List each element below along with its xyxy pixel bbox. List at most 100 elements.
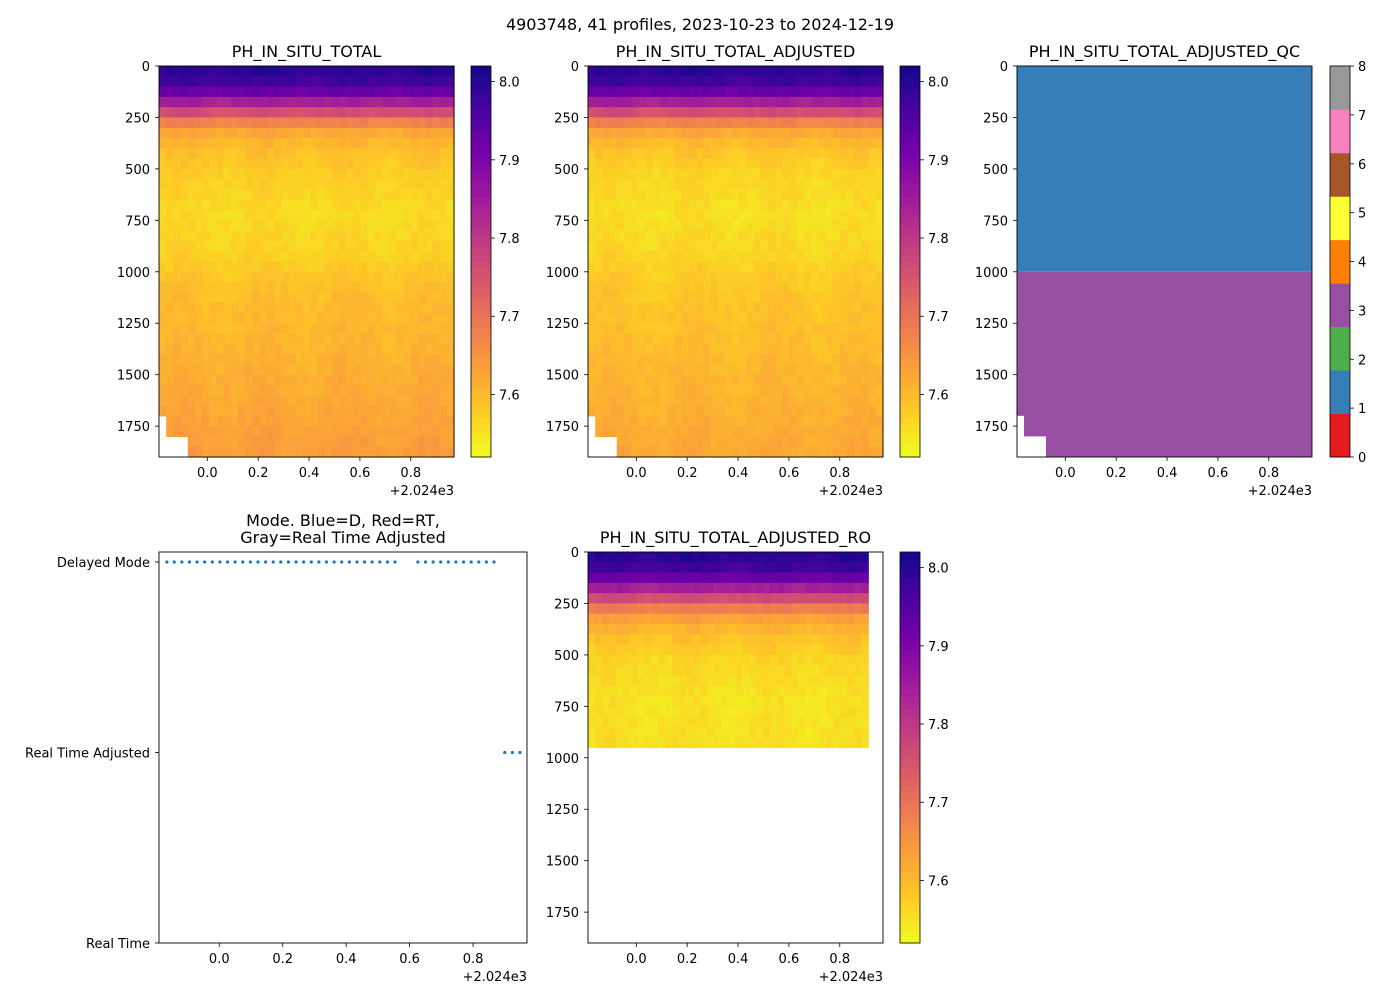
- heatmap-cell: [602, 716, 610, 728]
- heatmap-cell: [588, 66, 596, 77]
- heatmap-cell: [266, 148, 275, 160]
- heatmap-cell: [389, 292, 398, 304]
- heatmap-cell: [230, 86, 239, 98]
- heatmap-cell: [760, 261, 769, 273]
- heatmap-cell: [731, 230, 740, 242]
- heatmap-cell: [288, 148, 297, 160]
- heatmap-cell: [707, 634, 715, 646]
- heatmap-cell: [403, 138, 412, 149]
- y-tick-label: 750: [983, 214, 1008, 229]
- heatmap-cell: [180, 127, 189, 139]
- heatmap-cell: [645, 148, 654, 160]
- heatmap-cell: [739, 282, 747, 293]
- heatmap-cell: [281, 446, 290, 458]
- heatmap-cell: [789, 230, 798, 242]
- heatmap-cell: [812, 654, 820, 666]
- heatmap-cell: [760, 364, 769, 376]
- heatmap-cell: [638, 158, 647, 170]
- heatmap-cell: [360, 148, 369, 160]
- heatmap-cell: [230, 354, 239, 365]
- heatmap-cell: [833, 603, 841, 615]
- heatmap-cell: [281, 158, 290, 170]
- heatmap-cell: [803, 343, 812, 355]
- heatmap-cell: [756, 634, 764, 646]
- heatmap-cell: [209, 323, 218, 335]
- heatmap-cell: [410, 292, 419, 304]
- heatmap-cell: [180, 107, 189, 119]
- heatmap-cell: [588, 706, 596, 718]
- heatmap-cell: [775, 220, 783, 232]
- heatmap-cell: [295, 199, 304, 211]
- heatmap-cell: [724, 343, 733, 355]
- heatmap-cell: [782, 364, 791, 376]
- heatmap-cell: [735, 572, 743, 584]
- heatmap-cell: [803, 364, 812, 376]
- heatmap-cell: [317, 302, 326, 314]
- heatmap-cell: [739, 271, 747, 283]
- heatmap-cell: [717, 210, 726, 221]
- heatmap-cell: [688, 395, 697, 407]
- heatmap-cell: [811, 343, 819, 355]
- heatmap-cell: [187, 230, 196, 242]
- heatmap-cell: [623, 562, 631, 574]
- heatmap-cell: [833, 665, 841, 677]
- heatmap-cell: [180, 117, 189, 129]
- heatmap-cell: [659, 158, 668, 170]
- heatmap-cell: [674, 251, 683, 263]
- heatmap-cell: [209, 271, 218, 283]
- heatmap-cell: [703, 271, 711, 283]
- heatmap-cell: [439, 271, 448, 283]
- heatmap-cell: [259, 179, 268, 191]
- heatmap-cell: [367, 107, 376, 119]
- heatmap-cell: [717, 282, 726, 293]
- heatmap-cell: [602, 261, 611, 273]
- heatmap-cell: [659, 107, 668, 119]
- x-tick-label: 0.6: [1208, 466, 1229, 481]
- x-tick-label: 0.6: [350, 466, 371, 481]
- heatmap-cell: [717, 426, 726, 438]
- heatmap-cell: [631, 158, 639, 170]
- heatmap-cell: [775, 384, 783, 396]
- heatmap-cell: [252, 292, 261, 304]
- heatmap-cell: [861, 210, 870, 221]
- heatmap-cell: [609, 199, 618, 211]
- heatmap-cell: [302, 179, 311, 191]
- colorbar-tick-label: 7.9: [928, 640, 949, 655]
- heatmap-cell: [360, 179, 369, 191]
- heatmap-cell: [439, 179, 448, 191]
- heatmap-cell: [760, 66, 769, 77]
- heatmap-cell: [374, 117, 383, 129]
- heatmap-cell: [230, 179, 239, 191]
- heatmap-cell: [652, 210, 661, 221]
- heatmap-cell: [223, 230, 232, 242]
- heatmap-cell: [346, 230, 354, 242]
- heatmap-cell: [819, 726, 827, 738]
- heatmap-cell: [353, 127, 362, 139]
- heatmap-cell: [439, 158, 448, 170]
- heatmap-cell: [616, 436, 625, 448]
- heatmap-cell: [861, 634, 869, 646]
- heatmap-cell: [796, 230, 805, 242]
- heatmap-cell: [652, 240, 661, 252]
- heatmap-cell: [245, 271, 254, 283]
- heatmap-cell: [595, 261, 603, 273]
- heatmap-cell: [847, 210, 855, 221]
- heatmap-cell: [681, 138, 690, 149]
- heatmap-cell: [252, 384, 261, 396]
- heatmap-cell: [418, 127, 426, 139]
- heatmap-cell: [317, 446, 326, 458]
- heatmap-cell: [595, 302, 603, 314]
- heatmap-cell: [638, 426, 647, 438]
- heatmap-cell: [812, 696, 820, 707]
- colorbar-step: [471, 378, 491, 386]
- heatmap-cell: [840, 716, 848, 728]
- heatmap-cell: [266, 66, 275, 77]
- heatmap-cell: [194, 107, 203, 119]
- heatmap-cell: [209, 86, 218, 98]
- heatmap-cell: [310, 76, 318, 88]
- heatmap-cell: [166, 86, 174, 98]
- heatmap-cell: [230, 117, 239, 129]
- heatmap-cell: [724, 354, 733, 365]
- heatmap-cell: [331, 251, 340, 263]
- heatmap-cell: [609, 158, 618, 170]
